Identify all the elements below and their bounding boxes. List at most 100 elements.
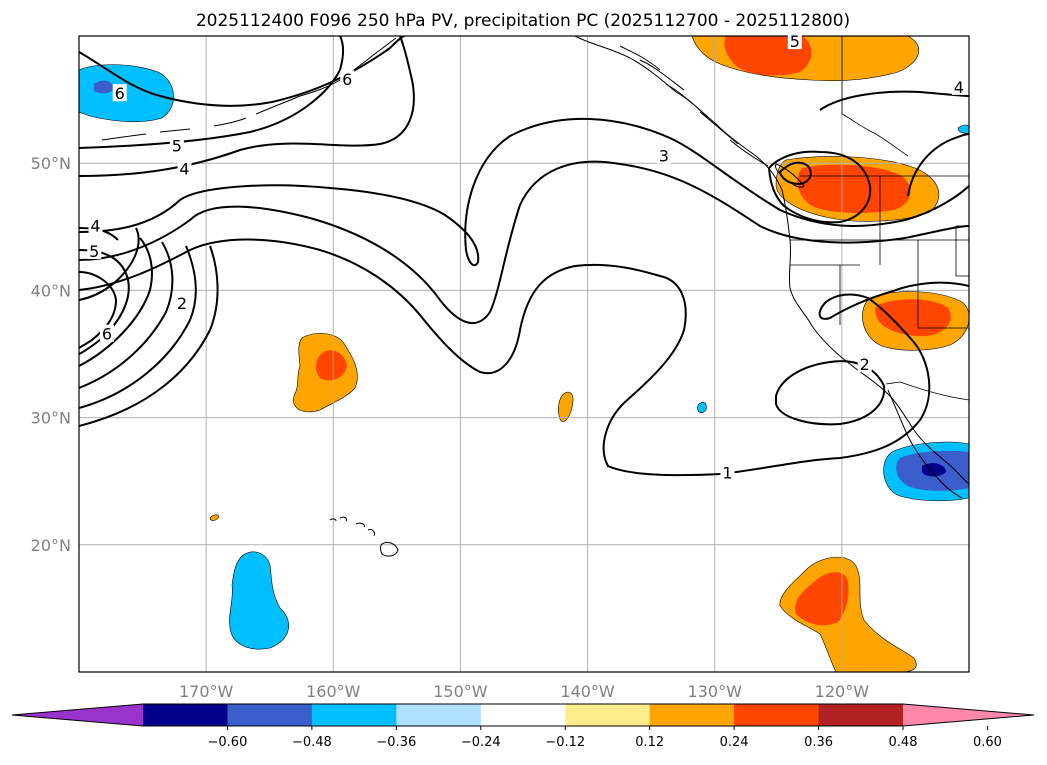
map-frame [78,35,970,673]
latitude-labels: 50°N 40°N 30°N 20°N [31,154,71,555]
pv-contour-label: 5 [172,136,182,155]
pv-contour-label: 6 [102,325,112,344]
pv-label-background [112,84,127,102]
colorbar: −0.60 −0.48 −0.36 −0.24 −0.12 0.12 0.24 0.36 0.4… [11,703,1035,750]
lon-tick-label: 170°W [179,682,234,701]
precip-negative-166w [229,551,289,650]
pv-contour-2-closed [775,360,886,426]
lat-tick-label: 50°N [31,154,71,173]
pv-contour-6-north [79,36,405,107]
pv-contour-label: 4 [954,78,964,97]
pv-label-background [656,146,671,164]
pv-contour-3-east [907,133,969,197]
precip-positive-great-basin-core [875,299,951,337]
lon-tick-label: 130°W [688,682,743,701]
pv-contour-label: 1 [722,463,732,482]
coast-baja [887,389,963,499]
pv-contour-label: 3 [659,147,669,166]
lat-tick-label: 40°N [31,281,71,300]
lat-tick-label: 30°N [31,409,71,428]
border-alaska-canada [841,36,909,157]
pv-label-background [857,355,872,373]
pv-contour-2-west [79,241,174,389]
pv-contour-4-northeast [819,90,969,111]
colorbar-tick-label: −0.24 [461,735,501,750]
colorbar-segment [734,704,820,726]
pv-contour-5-north [79,36,344,149]
colorbar-segment [143,704,228,726]
precip-negative-131w [697,401,707,414]
graticule [79,36,969,672]
colorbar-segment [396,704,482,726]
pv-contour-4-pnw [768,150,872,224]
pv-label-background [169,136,184,154]
colorbar-tick-label: 0.12 [635,735,664,750]
colorbar-tick-label: −0.60 [208,735,248,750]
pv-contour-2 [79,160,969,324]
precip-positive-south-core [795,572,849,626]
colorbar-segment [818,704,904,726]
pv-contour-label: 4 [90,217,100,236]
pv-label-background [720,463,735,481]
coast-north-america [574,36,969,485]
coast-aleutians [101,37,397,141]
colorbar-segment [649,704,735,726]
coast-hawaii-islands [329,516,375,537]
precip-negative-aleutian-core [94,80,114,94]
lon-tick-label: 140°W [560,682,615,701]
lon-tick-label: 150°W [433,682,488,701]
colorbar-tick-label: −0.36 [376,735,416,750]
lat-tick-label: 20°N [31,536,71,555]
colorbar-extend-low [12,704,143,726]
pv-label-background [88,216,103,234]
pv-contour-label: 4 [179,159,189,178]
colorbar-segment [480,704,566,726]
lon-tick-label: 120°W [815,682,870,701]
colorbar-tick-label: −0.48 [292,735,332,750]
lon-tick-label: 160°W [306,682,361,701]
border-us-mexico [885,381,969,401]
chart-title: 2025112400 F096 250 hPa PV, precipitatio… [196,11,850,31]
coast-alaska-panhandle [619,45,769,167]
colorbar-segment [227,704,313,726]
colorbar-tick-label: 0.24 [720,735,749,750]
pv-contour-label: 6 [115,84,125,103]
pv-contour-3-west [79,237,153,367]
pv-label-background [340,70,355,88]
colorbar-extend-high [903,704,1034,726]
pv-contour-label: 6 [342,70,352,89]
pv-contour-4-west [79,227,119,241]
pv-label-background [951,77,966,95]
colorbar-tick-label: 0.36 [804,735,833,750]
pv-label-background [174,294,189,312]
pv-contour-label: 2 [860,355,870,374]
colorbar-segment [565,704,651,726]
pv-label-background [177,159,192,177]
coastlines [101,36,969,557]
colorbar-tick-label: −0.12 [545,735,585,750]
precip-positive-speck [209,514,220,521]
longitude-labels: 170°W 160°W 150°W 140°W 130°W 120°W [179,682,869,701]
pv-contour-0-west [79,245,219,427]
precip-positive-160w-core [315,350,347,381]
colorbar-tick-label: 0.48 [889,735,918,750]
pv-contour-5-pnw [778,161,812,186]
precip-positive-142w [558,391,574,422]
colorbar-outline [11,703,1035,727]
precip-negative-speck [957,124,969,134]
coast-vancouver-island [775,163,805,188]
pv-contour-1-5 [79,238,969,477]
pv-label-background [87,241,102,259]
pv-contour-5-west [79,249,130,355]
pv-contour-label: 5 [89,242,99,261]
coast-hawaii-big-island [380,541,399,557]
pv-label-background [99,324,114,342]
pv-label-background [787,32,802,50]
pv-contour-label: 5 [790,32,800,51]
colorbar-tick-label: 0.60 [973,735,1002,750]
pv-contour-6-west [79,271,118,349]
colorbar-segment [311,704,397,726]
pv-contour-4b-west [79,227,140,301]
pv-contour-3 [79,117,969,267]
